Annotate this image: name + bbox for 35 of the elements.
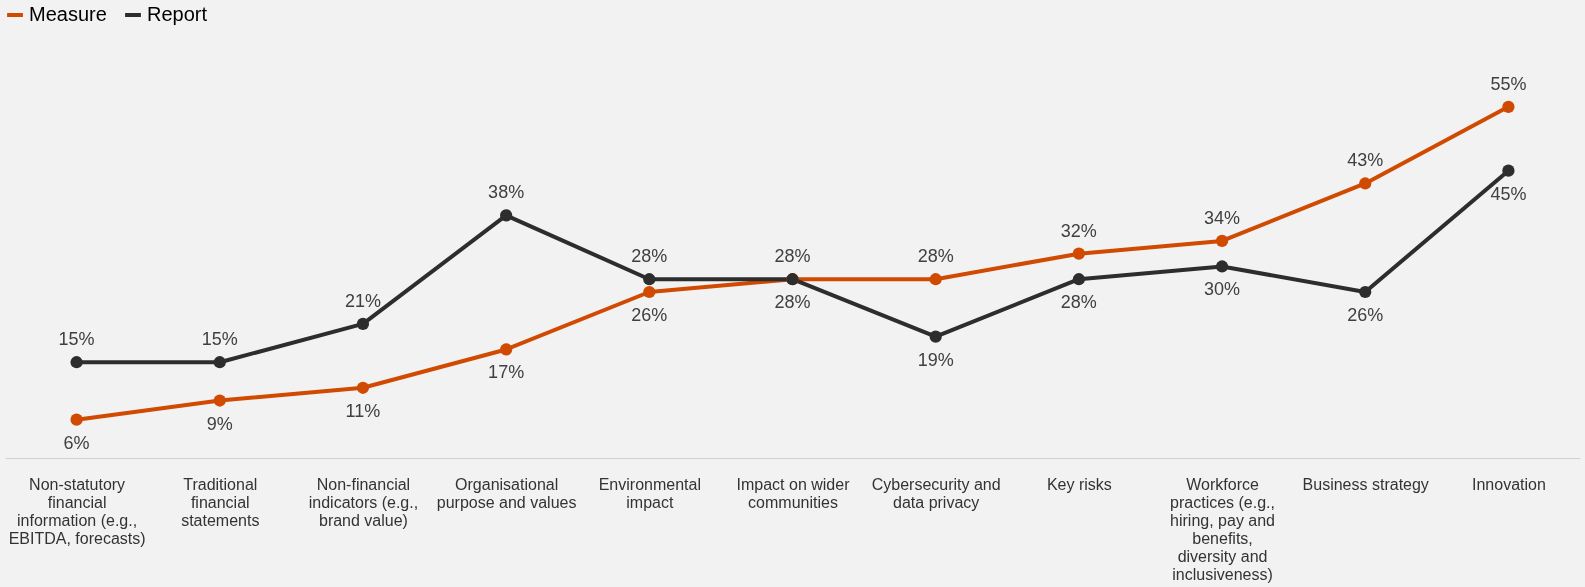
data-label: 21% [344,290,381,311]
data-label: 43% [1347,150,1384,171]
data-label: 11% [345,400,381,421]
data-label: 34% [1204,207,1241,228]
x-tick-label: Business strategy [1302,475,1429,493]
data-label: 38% [488,182,525,203]
legend-label: Measure [29,3,107,25]
data-label: 15% [58,329,95,350]
x-tick-label: Workforce practices (e.g., hiring, pay and benefits, diversity and inclusiveness) [1170,475,1276,583]
x-tick-label: Key risks [1046,475,1112,493]
data-label: 45% [1490,183,1527,204]
x-tick-label: Environmental impact [598,475,701,511]
data-label: 28% [1060,292,1097,313]
x-tick-label: Non-financial indicators (e.g., brand value) [308,475,419,529]
x-tick-label: Traditional financial statements [181,475,260,529]
data-label: 6% [63,432,90,453]
x-tick-label: Cybersecurity and data privacy [871,475,1001,511]
data-label: 26% [1347,305,1384,325]
data-label: 28% [774,246,811,267]
data-label: 55% [1490,73,1527,94]
data-label: 32% [1060,220,1097,241]
data-label: 19% [917,349,954,370]
x-tick-label: Impact on wider communities [736,475,851,511]
x-tick-label: Non-statutory financial information (e.g., EBITDA, forecasts) [8,475,146,547]
data-label: 17% [488,362,525,383]
legend-label: Report [147,3,208,25]
data-label: 9% [206,413,233,434]
data-label: 26% [631,305,668,325]
data-label: 15% [201,329,238,350]
data-label: 28% [774,292,811,313]
x-tick-label: Innovation [1471,475,1546,493]
data-label: 28% [631,246,668,267]
data-label: 28% [917,246,954,267]
data-label: 30% [1204,279,1241,300]
x-tick-label: Organisational purpose and values [436,475,577,511]
